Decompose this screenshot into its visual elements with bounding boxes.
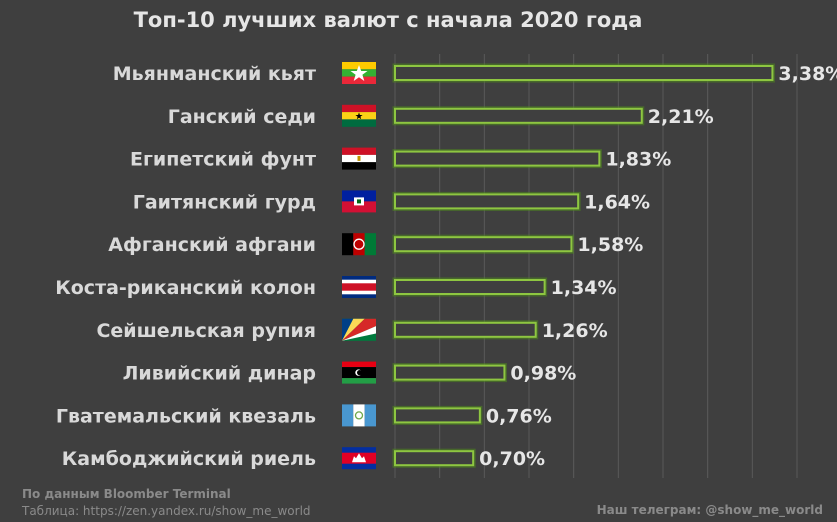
category-label: Афганский афгани bbox=[108, 234, 316, 256]
category-label: Египетский фунт bbox=[130, 149, 316, 171]
value-label: 0,70% bbox=[479, 448, 545, 470]
value-label: 1,64% bbox=[584, 191, 650, 213]
value-label: 0,98% bbox=[510, 363, 576, 385]
costa-rica-flag-icon bbox=[342, 276, 376, 298]
bar-4 bbox=[394, 193, 580, 210]
telegram-note: Наш телеграм: @show_me_world bbox=[596, 503, 823, 517]
category-label: Коста-риканский колон bbox=[55, 277, 316, 299]
bar-2 bbox=[394, 107, 643, 124]
bar-10 bbox=[394, 450, 475, 467]
category-label: Ливийский динар bbox=[123, 363, 316, 385]
source-url: Таблица: https://zen.yandex.ru/show_me_w… bbox=[22, 504, 311, 518]
bar-6 bbox=[394, 279, 546, 295]
libya-flag-icon bbox=[342, 361, 376, 384]
haiti-flag-icon bbox=[342, 190, 376, 213]
afghanistan-flag-icon bbox=[342, 233, 376, 256]
bar-8 bbox=[394, 364, 506, 381]
bar-7 bbox=[394, 321, 537, 338]
category-label: Камбоджийский риель bbox=[62, 448, 316, 470]
guatemala-flag-icon bbox=[342, 404, 376, 427]
value-label: 1,83% bbox=[605, 149, 671, 171]
chart-title: Топ-10 лучших валют с начала 2020 года bbox=[133, 8, 643, 32]
value-label: 1,58% bbox=[577, 234, 643, 256]
bar-9 bbox=[394, 407, 481, 424]
category-label: Гаитянский гурд bbox=[133, 191, 316, 213]
bar-5 bbox=[394, 236, 573, 253]
category-label: Ганский седи bbox=[168, 106, 316, 128]
category-label: Гватемальский квезаль bbox=[56, 405, 316, 427]
ghana-flag-icon bbox=[342, 104, 376, 127]
source-note: По данным Bloomber Terminal Таблица: htt… bbox=[22, 486, 311, 520]
egypt-flag-icon bbox=[342, 147, 376, 170]
value-label: 1,26% bbox=[542, 320, 608, 342]
value-label: 0,76% bbox=[486, 405, 552, 427]
category-label: Мьянманский кьят bbox=[113, 63, 316, 85]
value-label: 1,34% bbox=[551, 277, 617, 299]
myanmar-flag-icon bbox=[342, 62, 376, 84]
bar-3 bbox=[394, 150, 601, 167]
cambodia-flag-icon bbox=[342, 447, 376, 470]
source-line: По данным Bloomber Terminal bbox=[22, 487, 231, 501]
bar-1 bbox=[394, 65, 774, 81]
value-label: 3,38% bbox=[778, 63, 837, 85]
seychelles-flag-icon bbox=[342, 318, 376, 341]
value-label: 2,21% bbox=[648, 106, 714, 128]
category-label: Сейшельская рупия bbox=[96, 320, 316, 342]
